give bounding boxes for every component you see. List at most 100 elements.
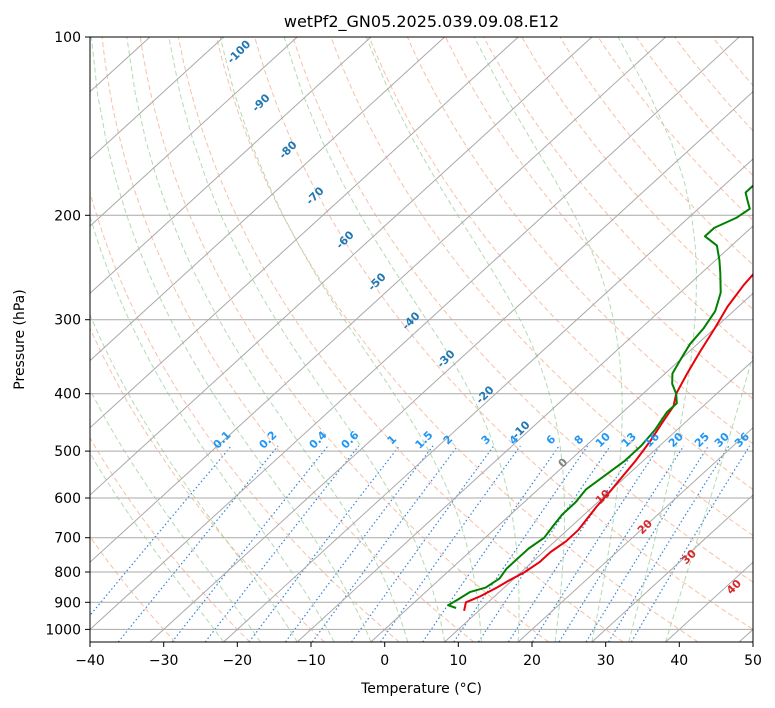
- x-tick-label: −40: [75, 653, 105, 669]
- moist-adiabat: [90, 313, 298, 642]
- x-tick-label: −20: [223, 653, 253, 669]
- isotherm-label: 0: [556, 455, 571, 470]
- y-tick-label: 600: [54, 491, 81, 507]
- isotherm-line: [90, 37, 445, 362]
- isotherm-line: [90, 37, 740, 631]
- x-tick-label: 10: [449, 653, 467, 669]
- moist-adiabat-label: -50: [365, 270, 388, 293]
- moist-adiabat: [473, 37, 623, 642]
- data-series: [447, 184, 753, 612]
- mixing-ratio-line: [117, 445, 279, 642]
- mixing-ratio-line: [311, 445, 459, 642]
- isotherm-line: [90, 37, 519, 429]
- mixing-ratio-label: 25: [692, 430, 712, 450]
- plot-frame: [89, 36, 754, 643]
- y-tick-label: 700: [54, 531, 81, 547]
- dry-adiabat: [483, 37, 753, 355]
- moist-adiabat-label: -90: [249, 91, 272, 114]
- dry-adiabat: [90, 535, 176, 642]
- mixing-ratio-line: [379, 445, 521, 642]
- mixing-ratio-label: 1: [385, 433, 400, 448]
- mixing-ratio-label: 0.4: [307, 428, 330, 451]
- x-tick-label: 30: [597, 653, 615, 669]
- mixing-ratio-line: [422, 445, 560, 642]
- y-tick-label: 800: [54, 565, 81, 581]
- isotherm-line: [149, 90, 753, 642]
- isotherm-label: 40: [724, 577, 744, 597]
- isotherm-line: [0, 37, 3, 642]
- y-tick-label: 500: [54, 444, 81, 460]
- isotherm-line: [444, 359, 753, 642]
- mixing-ratio-label: 0.2: [257, 429, 280, 452]
- mixing-ratio-line: [477, 445, 611, 642]
- mixing-ratio-label: 3: [479, 433, 494, 448]
- dry-adiabat: [597, 37, 753, 221]
- moist-adiabat: [90, 452, 225, 642]
- mixing-ratio-label: 10: [593, 430, 613, 450]
- x-tick-label: −30: [149, 653, 179, 669]
- dry-adiabat: [406, 37, 753, 445]
- y-tick-label: 200: [54, 208, 81, 224]
- chart-title: wetPf2_GN05.2025.039.09.08.E12: [284, 12, 559, 32]
- moist-adiabat: [283, 37, 520, 642]
- mixing-ratio-line: [608, 445, 730, 642]
- isotherm-line: [90, 37, 666, 563]
- mixing-ratio-label: 20: [666, 430, 686, 450]
- isotherm-line: [296, 225, 753, 642]
- isotherm-line: [517, 427, 753, 642]
- moist-adiabat-label: -20: [473, 383, 496, 406]
- x-tick-label: −10: [296, 653, 326, 669]
- mixing-ratio-line: [351, 445, 495, 642]
- dry-adiabat: [254, 37, 753, 631]
- y-tick-label: 400: [54, 387, 81, 403]
- background-lines: [0, 37, 753, 642]
- axes: −40 −30 −20 −10 0 10 20 30 40 5010020030040050060…: [45, 30, 762, 669]
- temperature-profile: [463, 272, 753, 612]
- mixing-ratio-line: [248, 445, 400, 642]
- moist-adiabat-label: -80: [276, 138, 299, 161]
- x-tick-label: 0: [380, 653, 389, 669]
- mixing-ratio-line: [585, 445, 709, 642]
- mixing-ratio-line: [171, 445, 329, 642]
- isotherm-line: [370, 292, 753, 642]
- mixing-ratio-line: [507, 445, 639, 642]
- x-tick-label: 40: [670, 653, 688, 669]
- isotherm-line: [90, 37, 298, 227]
- y-tick-label: 100: [54, 30, 81, 46]
- mixing-ratio-label: 36: [732, 430, 752, 450]
- mixing-ratio-line: [531, 445, 661, 642]
- mixing-ratio-label: 1.5: [413, 429, 436, 452]
- moist-adiabat: [90, 215, 335, 642]
- isotherm-line: [90, 37, 224, 160]
- moist-adiabat: [126, 37, 409, 642]
- dry-adiabat: [559, 37, 753, 266]
- isotherm-line: [90, 37, 372, 295]
- dry-adiabat: [368, 37, 753, 491]
- mixing-ratio-line: [90, 445, 232, 617]
- moist-adiabat: [219, 37, 482, 642]
- dry-adiabat: [90, 190, 400, 642]
- mixing-ratio-line: [285, 445, 434, 642]
- y-tick-label: 300: [54, 313, 81, 329]
- mixing-ratio-line: [630, 445, 751, 642]
- mixing-ratio-label: 2: [441, 433, 456, 448]
- dry-adiabat: [90, 436, 251, 642]
- dry-adiabat: [330, 37, 753, 537]
- x-tick-label: 20: [523, 653, 541, 669]
- moist-adiabat: [665, 353, 753, 642]
- dewpoint-profile: [447, 184, 753, 609]
- mixing-ratio-line: [453, 445, 589, 642]
- dry-adiabat: [177, 37, 624, 642]
- dry-adiabat: [521, 37, 753, 310]
- dry-adiabat: [101, 37, 475, 642]
- isotherm-line: [591, 494, 753, 642]
- x-tick-label: 50: [744, 653, 762, 669]
- moist-adiabat-label: -30: [434, 347, 457, 370]
- moist-adiabat-label: -100: [225, 37, 254, 66]
- moist-adiabat: [90, 388, 261, 642]
- y-axis-label: Pressure (hPa): [12, 289, 28, 389]
- mixing-ratio-label: 0.6: [339, 428, 362, 451]
- moist-adiabat: [617, 37, 698, 642]
- moist-adiabat: [90, 37, 372, 642]
